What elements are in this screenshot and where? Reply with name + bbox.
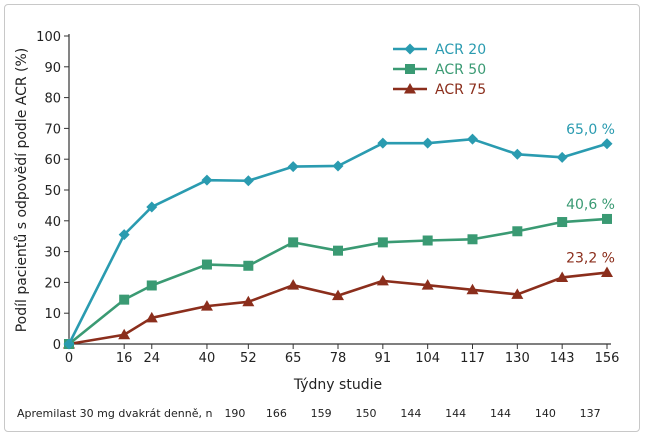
- n-value: 144: [400, 407, 421, 420]
- y-axis-title: Podíl pacientů s odpovědí podle ACR (%): [14, 48, 30, 333]
- series-acr50: [64, 213, 612, 349]
- data-point-acr75: [376, 274, 389, 286]
- n-value: 159: [311, 407, 332, 420]
- series-acr75: [63, 266, 613, 349]
- data-point-acr75: [511, 288, 524, 299]
- data-point-acr75: [332, 289, 344, 301]
- x-tick-label: 130: [505, 351, 530, 366]
- n-row-label: Apremilast 30 mg dvakrát denně, n: [17, 407, 212, 420]
- n-value: 150: [356, 407, 377, 420]
- legend-marker-acr75: [404, 83, 416, 94]
- data-point-acr50: [288, 237, 299, 248]
- x-tick-label: 156: [595, 351, 620, 366]
- n-value: 144: [490, 407, 511, 420]
- y-tick-label: 20: [44, 276, 61, 291]
- n-value: 190: [224, 407, 245, 420]
- y-tick-label: 80: [44, 92, 61, 107]
- x-tick-label: 104: [415, 351, 440, 366]
- data-point-acr75: [421, 279, 434, 290]
- n-value: 144: [445, 407, 466, 420]
- x-tick-label: 40: [199, 351, 216, 366]
- legend: ACR 20 ACR 50 ACR 75: [393, 42, 486, 98]
- data-point-acr50: [243, 260, 254, 271]
- x-tick-label: 78: [330, 351, 347, 366]
- data-point-acr20: [118, 229, 130, 241]
- data-point-acr20: [377, 137, 389, 149]
- annotations: 65,0 % 40,6 % 23,2 %: [566, 122, 615, 267]
- x-tick-label: 16: [116, 351, 133, 366]
- y-tick-label: 10: [44, 307, 61, 322]
- data-point-acr75: [466, 283, 479, 295]
- data-point-acr75: [145, 311, 158, 323]
- legend-label-acr20: ACR 20: [435, 42, 486, 58]
- y-tick-label: 50: [44, 184, 61, 199]
- data-point-acr20: [511, 148, 523, 160]
- x-tick-label: 117: [460, 351, 485, 366]
- data-point-acr75: [601, 266, 613, 278]
- data-point-acr20: [467, 133, 478, 145]
- series-layer: [63, 133, 613, 350]
- data-point-acr20: [332, 160, 344, 172]
- n-value: 137: [580, 407, 601, 420]
- data-point-acr75: [556, 271, 569, 282]
- data-point-acr50: [557, 217, 568, 228]
- axes: 0 10 20 30 40 50 60 70 80 90 100 0 16 24 40 52 65 78 91 104…: [36, 30, 619, 366]
- annotation-acr75: 23,2 %: [566, 251, 615, 267]
- x-tick-label: 52: [240, 351, 257, 366]
- data-point-acr50: [119, 294, 130, 305]
- data-point-acr50: [422, 235, 433, 246]
- n-row: Apremilast 30 mg dvakrát denně, n 190 166…: [17, 407, 601, 420]
- data-point-acr20: [146, 201, 158, 213]
- data-point-acr20: [63, 338, 75, 350]
- data-point-acr50: [333, 245, 343, 256]
- series-acr20: [63, 133, 613, 350]
- data-point-acr75: [287, 279, 300, 290]
- x-tick-label: 0: [65, 351, 73, 366]
- annotation-acr50: 40,6 %: [566, 197, 615, 213]
- y-tick-label: 0: [53, 338, 61, 353]
- y-tick-label: 70: [44, 122, 61, 137]
- legend-marker-acr50: [405, 64, 415, 74]
- data-point-acr75: [200, 300, 213, 311]
- legend-label-acr75: ACR 75: [435, 82, 486, 98]
- data-point-acr50: [512, 226, 523, 237]
- data-point-acr50: [377, 237, 388, 248]
- chart-frame: [4, 4, 640, 432]
- y-tick-label: 40: [44, 215, 61, 230]
- n-value: 140: [535, 407, 556, 420]
- legend-marker-acr20: [404, 43, 416, 55]
- annotation-acr20: 65,0 %: [566, 122, 615, 138]
- y-tick-label: 30: [44, 246, 61, 261]
- y-tick-label: 60: [44, 153, 61, 168]
- data-point-acr75: [242, 295, 255, 307]
- x-tick-label: 91: [375, 351, 392, 366]
- x-tick-label: 143: [550, 351, 575, 366]
- data-point-acr20: [242, 175, 254, 187]
- data-point-acr50: [467, 234, 478, 245]
- data-point-acr20: [556, 151, 568, 163]
- data-point-acr50: [602, 213, 612, 224]
- data-point-acr50: [201, 259, 212, 270]
- data-point-acr50: [146, 280, 157, 291]
- legend-label-acr50: ACR 50: [435, 62, 486, 78]
- x-axis-title: Týdny studie: [293, 377, 382, 393]
- y-tick-label: 90: [44, 61, 61, 76]
- n-value: 166: [266, 407, 287, 420]
- x-tick-label: 65: [285, 351, 302, 366]
- data-point-acr20: [287, 161, 299, 173]
- data-point-acr20: [601, 138, 613, 150]
- data-point-acr20: [422, 137, 434, 149]
- data-point-acr75: [118, 328, 131, 340]
- data-point-acr20: [201, 174, 213, 186]
- y-tick-label: 100: [36, 30, 61, 45]
- x-tick-label: 24: [143, 351, 160, 366]
